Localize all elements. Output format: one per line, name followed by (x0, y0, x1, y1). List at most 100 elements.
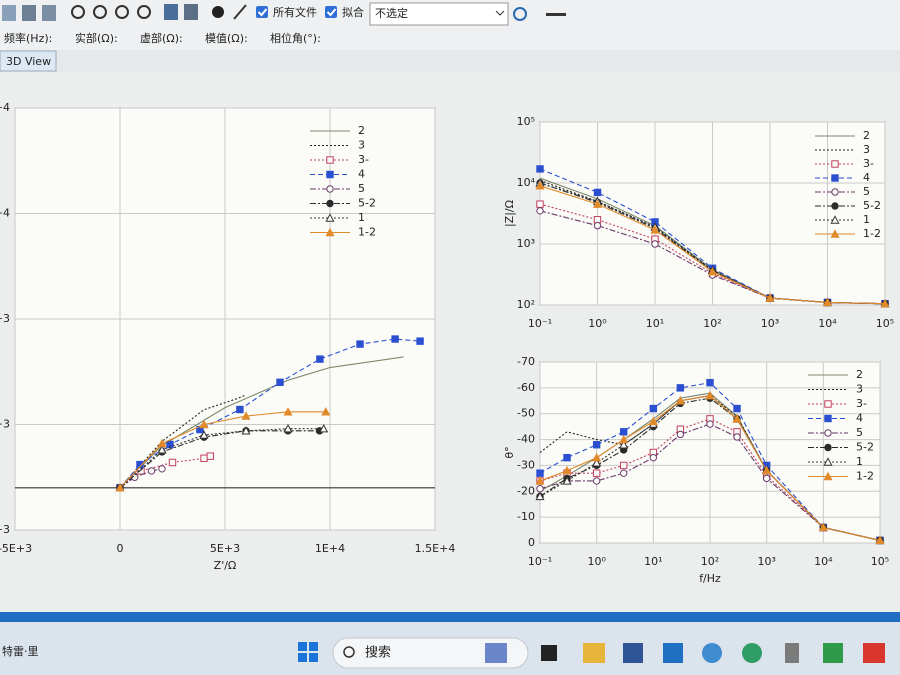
legend-label: 1 (856, 455, 863, 468)
tool-icon[interactable] (212, 6, 224, 18)
data-point (136, 460, 144, 469)
data-point (822, 297, 833, 307)
app-icon[interactable] (663, 643, 683, 663)
legend-marker (326, 156, 334, 164)
checkbox[interactable] (325, 6, 337, 18)
tool-icon[interactable] (2, 5, 16, 21)
legend-label: 5-2 (856, 441, 874, 454)
tool-icon[interactable] (22, 5, 36, 21)
x-axis-label: Z'/Ω (214, 559, 237, 572)
y-tick-label: -3E+3 (0, 418, 10, 431)
x-tick-label: 10⁵ (871, 555, 889, 568)
data-point (536, 207, 544, 215)
y-tick-label: -70 (517, 355, 535, 368)
legend-entry: 1-2 (808, 470, 874, 483)
legend-marker (325, 227, 335, 237)
data-point (562, 465, 572, 475)
data-point (875, 535, 885, 545)
app-icon[interactable] (742, 643, 762, 663)
tab[interactable] (0, 50, 57, 72)
checkbox-label: 拟合 (342, 5, 364, 19)
legend-marker (325, 213, 335, 222)
tool-icon[interactable] (137, 5, 151, 19)
app-icon[interactable] (863, 643, 885, 663)
data-point (200, 454, 208, 462)
legend-entry: 3- (808, 397, 867, 410)
data-point (321, 407, 331, 416)
start-button[interactable] (298, 642, 318, 662)
legend-entry: 1 (310, 211, 365, 224)
series-line (119, 411, 326, 489)
legend-marker (326, 199, 334, 208)
tool-icon[interactable] (546, 13, 566, 16)
data-point (535, 491, 545, 501)
data-point (236, 405, 244, 414)
checkbox-label: 所有文件 (273, 5, 317, 19)
checkbox[interactable] (256, 6, 268, 18)
data-point (158, 465, 166, 473)
data-point (707, 267, 718, 276)
tool-icon[interactable] (71, 5, 85, 19)
legend-label: 4 (358, 168, 365, 181)
series-line (539, 423, 881, 541)
legend-label: 3- (358, 153, 369, 166)
legend-entry: 4 (815, 171, 870, 184)
y-tick-label: -60 (517, 381, 535, 394)
app-icon[interactable] (785, 643, 799, 663)
data-point (592, 441, 601, 449)
readout-label: 虚部(Ω): (140, 31, 183, 45)
data-point (157, 438, 167, 448)
legend-marker (831, 174, 839, 182)
legend-entry: 1-2 (815, 227, 881, 240)
app-icon[interactable] (541, 645, 557, 661)
dropdown[interactable] (369, 2, 509, 26)
data-point (706, 420, 714, 428)
legend-entry: 3 (310, 139, 365, 152)
data-point (765, 293, 775, 302)
data-point (705, 390, 715, 400)
data-point (592, 452, 602, 462)
checkmark (326, 8, 337, 17)
app-icon[interactable] (702, 643, 722, 663)
app-icon[interactable] (583, 643, 605, 663)
app-icon[interactable] (823, 643, 843, 663)
y-tick-label: -10 (517, 510, 535, 523)
data-point (620, 461, 628, 470)
y-tick-label: 2E+3 (0, 523, 10, 536)
y-tick-label: -20 (517, 484, 535, 497)
tool-icon[interactable] (233, 4, 247, 20)
data-point (592, 477, 601, 485)
tool-icon[interactable] (184, 4, 198, 20)
legend-label: 2 (856, 368, 863, 381)
legend-label: 5 (856, 426, 863, 439)
legend-marker (823, 457, 833, 466)
data-point (536, 485, 544, 493)
legend-entry: 2 (310, 124, 365, 137)
data-point (147, 467, 156, 475)
data-point (592, 458, 602, 467)
legend-entry: 3 (808, 383, 863, 396)
app-icon[interactable] (623, 643, 643, 663)
app-icon[interactable] (485, 643, 507, 663)
tool-icon[interactable] (93, 5, 107, 19)
legend-entry: 5 (808, 426, 863, 439)
data-point (166, 440, 174, 449)
x-tick-label: 10⁵ (876, 317, 894, 330)
legend-label: 5-2 (358, 197, 376, 210)
data-point (676, 384, 685, 392)
readout-label: 实部(Ω): (75, 31, 118, 45)
y-tick-label: 0 (528, 536, 535, 549)
y-tick-label: 10² (517, 298, 535, 311)
legend-entry: 5-2 (815, 199, 881, 212)
legend-label: 1-2 (863, 227, 881, 240)
legend-label: 5 (863, 185, 870, 198)
readout-label: 模值(Ω): (205, 32, 248, 45)
legend-entry: 1 (815, 213, 870, 226)
tool-icon[interactable] (115, 5, 129, 19)
tool-icon[interactable] (164, 4, 178, 20)
search-box[interactable] (332, 637, 529, 669)
data-point (391, 335, 399, 343)
tool-icon[interactable] (513, 7, 527, 21)
tool-icon[interactable] (42, 5, 56, 21)
y-axis-label: θ° (503, 446, 516, 458)
